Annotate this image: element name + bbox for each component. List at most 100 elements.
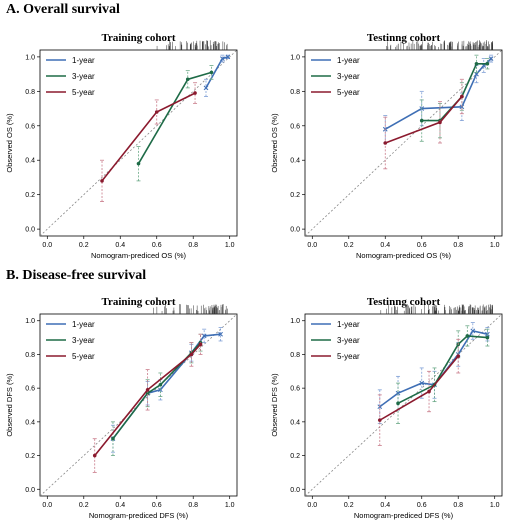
x-tick-label: 0.6: [152, 502, 162, 509]
x-tick-label: 1.0: [225, 242, 235, 249]
legend-label: 3-year: [337, 336, 360, 345]
data-point: [136, 161, 141, 166]
data-point: [396, 401, 400, 406]
data-point: [419, 118, 424, 123]
x-tick-label: 0.8: [453, 502, 463, 509]
data-point: [218, 331, 223, 337]
data-point: [189, 352, 194, 357]
x-tick-label: 1.0: [490, 502, 500, 509]
chart-dfs-training: Training cohort 0.0 0.0 0.2 0.2 0.4 0.4 0.6 0.6 0…: [5, 296, 238, 520]
x-tick-label: 0.8: [453, 242, 463, 249]
x-tick-label: 0.6: [417, 242, 427, 249]
legend-label: 1-year: [72, 320, 95, 329]
data-point: [100, 179, 104, 183]
legend-label: 1-year: [337, 56, 360, 65]
data-point: [111, 436, 115, 441]
x-tick-label: 0.4: [115, 502, 125, 509]
data-point: [488, 56, 494, 61]
x-tick-label: 0.6: [417, 502, 427, 509]
y-axis-label: Observed OS (%): [5, 113, 14, 173]
x-tick-label: 0.2: [344, 242, 354, 249]
y-tick-label: 0.4: [25, 419, 35, 426]
data-point: [377, 418, 382, 422]
chart-os-training: Training cohort 0.0 0.0 0.2 0.2 0.4 0.4 0.6 0.6 0…: [5, 32, 238, 260]
y-tick-label: 1.0: [25, 54, 35, 61]
section-title-overall-survival: A. Overall survival: [6, 2, 120, 17]
chart-dfs-testing: Testinng cohort 0.0 0.0 0.2 0.2 0.4 0.4 0.6 0.6 0…: [270, 296, 503, 520]
y-tick-label: 0.6: [290, 123, 300, 130]
series-1-year: [110, 327, 223, 453]
legend-label: 5-year: [337, 88, 360, 97]
data-point: [470, 328, 476, 334]
x-tick-label: 0.2: [79, 242, 89, 249]
x-axis-label: Nomogram-prediced OS (%): [91, 251, 187, 260]
data-point: [438, 120, 442, 125]
section-title-disease-free-survival: B. Disease-free survival: [6, 268, 147, 283]
data-point: [203, 85, 209, 91]
y-tick-label: 0.8: [290, 352, 300, 359]
data-point: [465, 334, 470, 338]
legend-label: 5-year: [72, 88, 95, 97]
legend-label: 5-year: [337, 352, 360, 361]
series-5-year: [383, 78, 464, 170]
y-tick-label: 1.0: [290, 318, 300, 325]
series-3-year: [136, 65, 214, 182]
x-tick-label: 0.6: [152, 242, 162, 249]
x-tick-label: 0.2: [344, 502, 354, 509]
data-point: [145, 388, 150, 392]
data-point: [185, 77, 190, 82]
data-point: [427, 389, 431, 394]
y-axis-label: Observed DFS (%): [5, 373, 14, 437]
data-point: [193, 91, 197, 95]
y-axis-label: Observed OS (%): [270, 113, 279, 173]
series-line: [384, 58, 492, 130]
series-line: [397, 335, 488, 405]
series-3-year: [419, 54, 490, 142]
legend-label: 1-year: [337, 320, 360, 329]
y-tick-label: 0.4: [290, 158, 300, 165]
data-point: [485, 335, 490, 340]
legend-label: 5-year: [72, 352, 95, 361]
series-1-year: [203, 54, 231, 97]
series-line: [112, 333, 221, 440]
plot-frame: [39, 49, 238, 237]
y-tick-label: 1.0: [25, 318, 35, 325]
chart-title: Testinng cohort: [367, 296, 441, 308]
y-tick-label: 0.2: [290, 453, 300, 460]
data-point: [383, 141, 388, 145]
data-point: [225, 54, 231, 60]
series-5-year: [377, 338, 461, 446]
series-line: [137, 71, 212, 165]
x-tick-label: 0.4: [380, 502, 390, 509]
x-tick-label: 0.0: [307, 502, 317, 509]
y-tick-label: 0.2: [25, 453, 35, 460]
y-tick-label: 0.4: [25, 158, 35, 165]
x-tick-label: 0.4: [115, 242, 125, 249]
y-tick-label: 0.8: [290, 89, 300, 96]
reference-line: [304, 49, 503, 237]
chart-title: Testinng cohort: [367, 32, 441, 44]
series-line: [94, 343, 202, 457]
data-point: [201, 333, 207, 339]
legend-label: 3-year: [72, 336, 95, 345]
x-tick-label: 0.0: [307, 242, 317, 249]
x-tick-label: 0.0: [42, 502, 52, 509]
y-tick-label: 0.0: [290, 227, 300, 234]
chart-title: Training cohort: [101, 296, 175, 308]
y-tick-label: 0.6: [25, 123, 35, 130]
data-point: [220, 56, 225, 61]
series-line: [379, 329, 488, 408]
y-tick-label: 0.4: [290, 419, 300, 426]
y-tick-label: 0.0: [25, 487, 35, 494]
y-tick-label: 0.8: [25, 89, 35, 96]
data-point: [456, 354, 461, 358]
data-point: [209, 70, 214, 75]
reference-line: [304, 313, 503, 497]
data-point: [485, 61, 490, 66]
data-point: [395, 390, 401, 396]
y-tick-label: 0.8: [25, 352, 35, 359]
data-point: [198, 342, 203, 347]
x-axis-label: Nomogram-prediced DFS (%): [354, 511, 454, 520]
y-tick-label: 0.2: [25, 192, 35, 199]
data-point: [154, 110, 159, 114]
